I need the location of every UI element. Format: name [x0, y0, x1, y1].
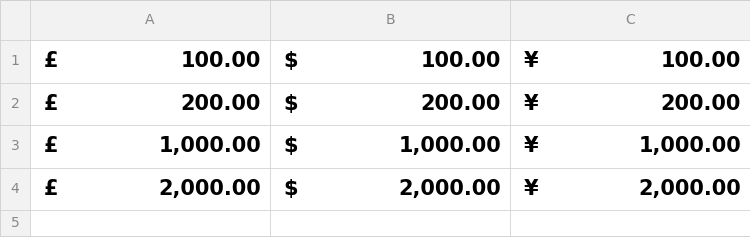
- Text: 2: 2: [10, 97, 20, 111]
- Bar: [30, 83, 270, 125]
- Bar: [270, 83, 510, 125]
- Text: ¥: ¥: [524, 51, 538, 71]
- Bar: [0, 168, 30, 210]
- Text: ¥: ¥: [524, 136, 538, 156]
- Bar: [510, 40, 750, 83]
- Text: $: $: [284, 94, 298, 114]
- Text: $: $: [284, 136, 298, 156]
- Bar: [270, 125, 510, 168]
- Text: 1: 1: [10, 54, 20, 68]
- Text: 2,000.00: 2,000.00: [398, 179, 501, 199]
- Bar: [0, 40, 30, 83]
- Text: 200.00: 200.00: [181, 94, 261, 114]
- Text: 1,000.00: 1,000.00: [638, 136, 741, 156]
- Text: A: A: [146, 13, 154, 27]
- Text: £: £: [44, 179, 58, 199]
- Text: 2,000.00: 2,000.00: [638, 179, 741, 199]
- Bar: [30, 210, 270, 236]
- Text: 100.00: 100.00: [421, 51, 501, 71]
- Text: $: $: [284, 51, 298, 71]
- Bar: [510, 83, 750, 125]
- Text: 5: 5: [10, 216, 20, 230]
- Text: 200.00: 200.00: [421, 94, 501, 114]
- Text: ¥: ¥: [524, 94, 538, 114]
- Text: 2,000.00: 2,000.00: [158, 179, 261, 199]
- Bar: [30, 0, 270, 40]
- Bar: [30, 125, 270, 168]
- Bar: [30, 168, 270, 210]
- Bar: [510, 168, 750, 210]
- Bar: [0, 0, 30, 40]
- Bar: [30, 40, 270, 83]
- Text: 1,000.00: 1,000.00: [158, 136, 261, 156]
- Text: C: C: [626, 13, 634, 27]
- Bar: [0, 210, 30, 236]
- Bar: [510, 125, 750, 168]
- Text: £: £: [44, 51, 58, 71]
- Bar: [510, 210, 750, 236]
- Text: $: $: [284, 179, 298, 199]
- Text: 100.00: 100.00: [181, 51, 261, 71]
- Bar: [0, 125, 30, 168]
- Bar: [270, 0, 510, 40]
- Bar: [0, 83, 30, 125]
- Text: 3: 3: [10, 139, 20, 153]
- Bar: [270, 168, 510, 210]
- Bar: [270, 40, 510, 83]
- Text: B: B: [386, 13, 394, 27]
- Text: £: £: [44, 94, 58, 114]
- Text: 100.00: 100.00: [661, 51, 741, 71]
- Text: 1,000.00: 1,000.00: [398, 136, 501, 156]
- Text: £: £: [44, 136, 58, 156]
- Text: 4: 4: [10, 182, 20, 196]
- Bar: [270, 210, 510, 236]
- Text: ¥: ¥: [524, 179, 538, 199]
- Bar: [510, 0, 750, 40]
- Text: 200.00: 200.00: [661, 94, 741, 114]
